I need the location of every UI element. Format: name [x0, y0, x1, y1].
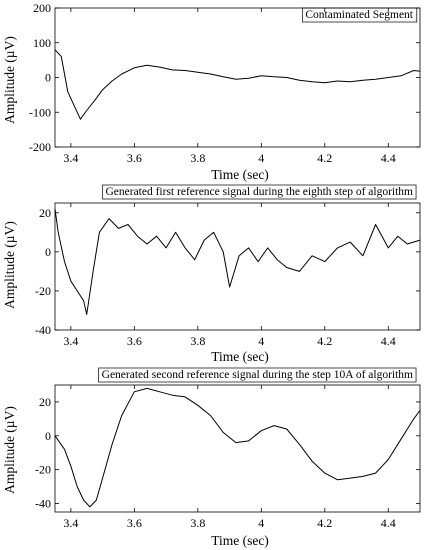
x-tick-label: 3.8 — [190, 334, 205, 348]
x-tick-label: 4 — [258, 334, 264, 348]
y-tick-label: 20 — [39, 206, 51, 220]
chart-title-box — [302, 7, 418, 23]
y-tick-label: -20 — [35, 463, 51, 477]
x-tick-label: 3.6 — [127, 334, 142, 348]
x-axis-label: Time (sec) — [211, 533, 269, 548]
y-tick-label: 0 — [45, 245, 51, 259]
y-tick-label: 0 — [45, 429, 51, 443]
x-tick-label: 3.4 — [63, 516, 78, 530]
x-tick-label: 3.4 — [63, 151, 78, 165]
x-tick-label: 4.4 — [381, 516, 396, 530]
y-tick-label: -20 — [35, 284, 51, 298]
x-tick-label: 4 — [258, 516, 264, 530]
x-axis-label: Time (sec) — [211, 167, 269, 182]
chart-title-box — [98, 367, 417, 383]
y-axis-label: Amplitude (µV) — [2, 221, 17, 309]
x-tick-label: 3.4 — [63, 334, 78, 348]
chart-title: Generated first reference signal during … — [105, 186, 413, 198]
y-tick-label: -100 — [29, 105, 51, 119]
y-axis-label: Amplitude (µV) — [2, 36, 17, 124]
x-tick-label: 4.4 — [381, 151, 396, 165]
x-tick-label: 4 — [258, 151, 264, 165]
plot-frame — [54, 384, 421, 513]
x-tick-label: 4.2 — [317, 516, 332, 530]
x-tick-label: 3.8 — [190, 516, 205, 530]
signal-line-1 — [54, 387, 421, 508]
y-tick-label: -40 — [35, 497, 51, 511]
chart-title: Contaminated Segment — [305, 9, 413, 21]
y-tick-label: 0 — [45, 71, 51, 85]
chart-panel-2: Generated first reference signal during … — [2, 184, 421, 364]
chart-panel-3: Generated second reference signal during… — [2, 367, 421, 548]
chart-panel-1: Contaminated Segment 3.4 3.6 3.8 4 4.2 4.4 200 1… — [2, 1, 421, 182]
y-tick-label: 100 — [33, 36, 51, 50]
x-tick-label: 3.6 — [127, 151, 142, 165]
chart-title: Generated second reference signal during… — [102, 369, 413, 381]
y-axis-label: Amplitude (µV) — [2, 406, 17, 494]
x-tick-label: 4.2 — [317, 334, 332, 348]
y-tick-label: 20 — [39, 395, 51, 409]
plot-frame — [54, 202, 421, 331]
chart-title-box — [102, 184, 417, 200]
x-tick-label: 4.2 — [317, 151, 332, 165]
y-tick-label: -200 — [29, 140, 51, 154]
x-tick-label: 3.6 — [127, 516, 142, 530]
signal-line-1 — [54, 49, 421, 120]
x-tick-label: 4.4 — [381, 334, 396, 348]
x-tick-label: 3.8 — [190, 151, 205, 165]
y-tick-label: 200 — [33, 1, 51, 15]
signal-line-1 — [54, 208, 421, 315]
x-axis-label: Time (sec) — [211, 349, 269, 364]
plot-frame — [54, 7, 421, 148]
y-tick-label: -40 — [35, 323, 51, 337]
